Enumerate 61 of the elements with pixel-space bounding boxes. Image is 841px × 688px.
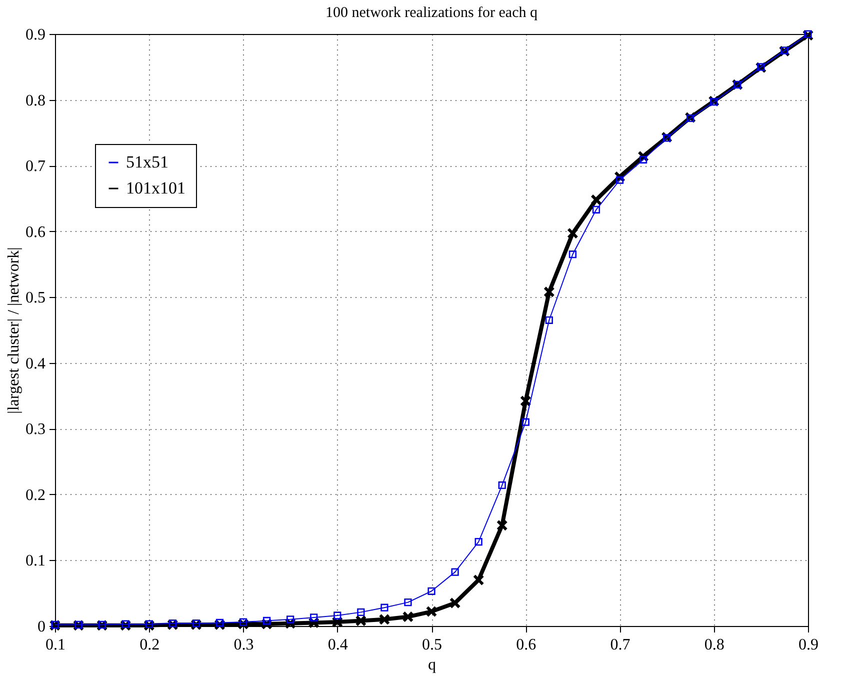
point xyxy=(192,620,200,628)
point xyxy=(380,604,388,612)
point xyxy=(98,620,106,628)
point xyxy=(590,194,602,206)
y-tick-label: 0 xyxy=(38,618,46,636)
point xyxy=(544,286,554,298)
x-tick-label: 0.6 xyxy=(516,636,536,654)
x-tick-label: 0.1 xyxy=(46,636,66,654)
point xyxy=(356,615,366,626)
point xyxy=(334,612,342,620)
point xyxy=(426,606,437,617)
point xyxy=(145,620,153,628)
point xyxy=(804,30,812,38)
point xyxy=(616,176,624,184)
y-tick-label: 0.1 xyxy=(26,552,46,570)
x-tick-label: 0.7 xyxy=(610,636,630,654)
point xyxy=(357,608,365,616)
point xyxy=(522,418,530,426)
chart-title: 100 network realizations for each q xyxy=(326,5,538,21)
point xyxy=(239,618,248,626)
point xyxy=(428,587,436,595)
point xyxy=(592,206,600,214)
point xyxy=(520,396,531,406)
point xyxy=(122,620,130,628)
point xyxy=(402,612,414,622)
point xyxy=(450,598,460,608)
point xyxy=(74,620,82,628)
point xyxy=(310,614,318,622)
point xyxy=(474,538,482,546)
y-tick-label: 0.8 xyxy=(26,92,46,110)
x-tick-label: 0.4 xyxy=(328,636,348,654)
point xyxy=(216,618,224,627)
legend-label: 51x51 xyxy=(126,152,168,172)
y-tick-label: 0.6 xyxy=(26,224,46,241)
x-tick-label: 0.2 xyxy=(140,636,160,654)
legend-label: 101x101 xyxy=(126,178,186,198)
x-tick-label: 0.5 xyxy=(422,636,442,654)
point xyxy=(473,574,484,586)
x-tick-label: 0.3 xyxy=(234,636,254,654)
point xyxy=(568,250,576,258)
y-tick-label: 0.3 xyxy=(26,421,46,438)
y-tick-label: 0.7 xyxy=(26,158,46,176)
point xyxy=(168,620,176,628)
y-axis-title: |largest cluster| / |network| xyxy=(6,247,22,414)
point xyxy=(545,316,553,324)
point xyxy=(639,156,648,164)
point xyxy=(498,481,506,490)
point xyxy=(379,614,390,625)
y-tick-label: 0.5 xyxy=(26,290,46,307)
point xyxy=(286,616,294,624)
point xyxy=(404,598,412,606)
point xyxy=(451,568,459,576)
x-axis-title: q xyxy=(428,656,436,674)
point xyxy=(567,228,578,239)
x-tick-label: 0.8 xyxy=(704,636,724,654)
x-tick-label: 0.9 xyxy=(798,636,818,654)
y-tick-label: 0.4 xyxy=(26,355,46,372)
point xyxy=(262,616,271,625)
y-tick-label: 0.9 xyxy=(26,26,46,44)
point xyxy=(496,520,508,531)
y-tick-label: 0.2 xyxy=(26,486,46,504)
